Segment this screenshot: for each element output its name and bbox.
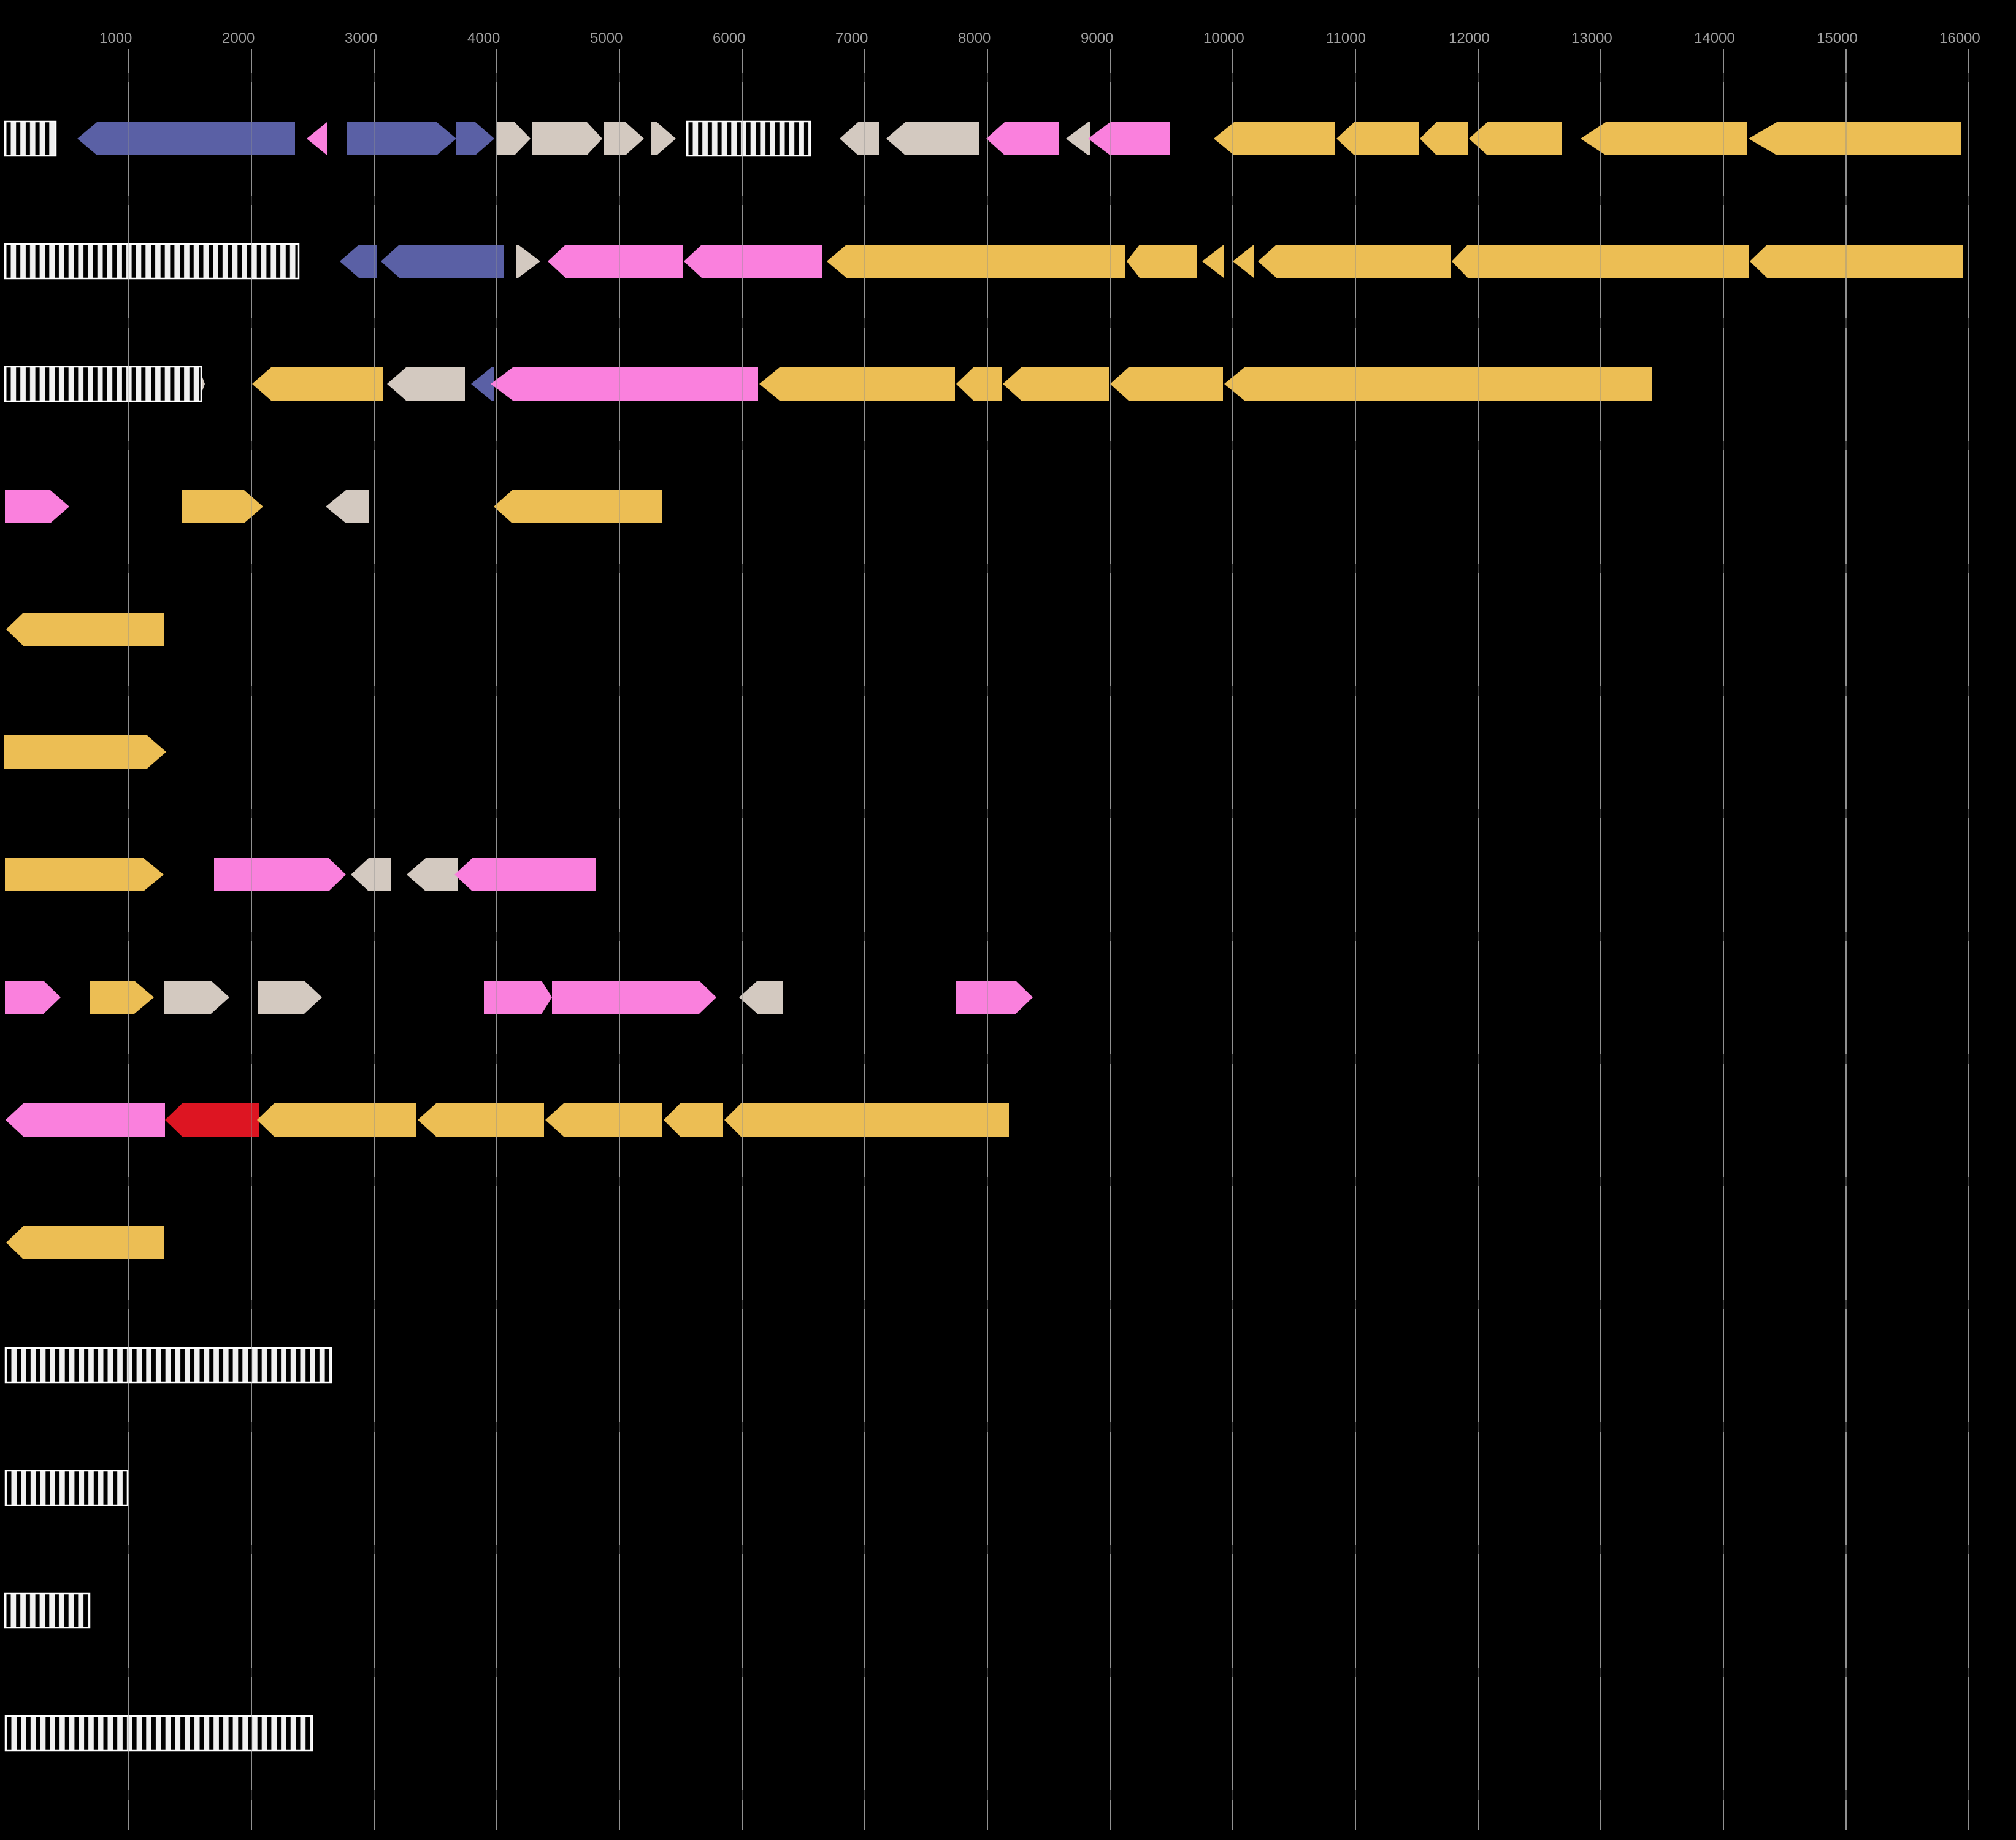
svg-text:7000: 7000 xyxy=(835,30,868,47)
svg-text:10000: 10000 xyxy=(1203,30,1244,47)
svg-text:8000: 8000 xyxy=(958,30,991,47)
svg-text:4000: 4000 xyxy=(467,30,500,47)
svg-text:3000: 3000 xyxy=(345,30,377,47)
svg-text:13000: 13000 xyxy=(1571,30,1612,47)
svg-text:15000: 15000 xyxy=(1817,30,1858,47)
svg-text:9000: 9000 xyxy=(1081,30,1113,47)
svg-text:11000: 11000 xyxy=(1326,30,1366,47)
svg-text:6000: 6000 xyxy=(713,30,745,47)
svg-text:16000: 16000 xyxy=(1939,30,1980,47)
svg-text:14000: 14000 xyxy=(1694,30,1735,47)
svg-text:12000: 12000 xyxy=(1449,30,1490,47)
svg-text:1000: 1000 xyxy=(99,30,132,47)
svg-text:5000: 5000 xyxy=(590,30,623,47)
svg-text:2000: 2000 xyxy=(222,30,255,47)
